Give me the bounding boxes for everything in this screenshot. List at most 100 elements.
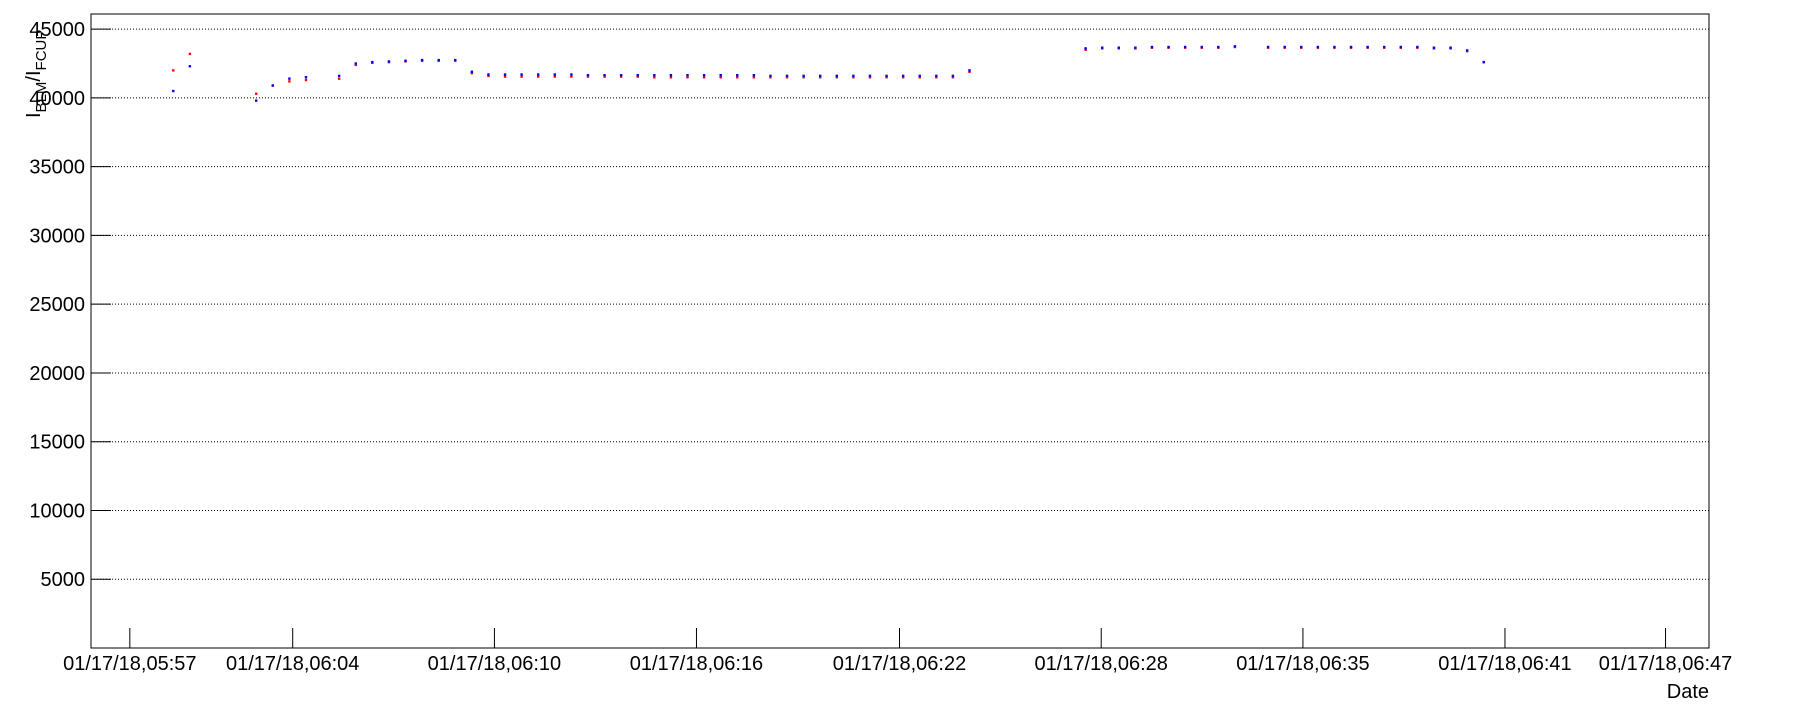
y-tick-label: 45000 — [29, 19, 85, 41]
data-point — [669, 76, 673, 79]
x-tick-label: 01/17/18,06:04 — [226, 653, 359, 675]
data-point — [1200, 45, 1203, 49]
plot-frame — [90, 13, 1710, 649]
data-point — [1134, 46, 1137, 49]
data-point — [835, 74, 838, 78]
data-point — [686, 73, 689, 77]
y-tick-label: 35000 — [29, 157, 85, 179]
data-point — [935, 76, 938, 79]
data-point — [1449, 46, 1452, 49]
data-point — [1266, 45, 1270, 49]
data-point — [868, 76, 872, 79]
data-point — [603, 75, 606, 78]
data-point — [769, 74, 772, 78]
x-tick-label: 01/17/18,05:57 — [63, 653, 196, 675]
data-point — [255, 92, 258, 95]
data-point — [487, 74, 490, 78]
x-tick-label: 01/17/18,06:35 — [1236, 653, 1369, 675]
data-point — [172, 89, 175, 93]
data-point — [1399, 45, 1402, 49]
data-point — [1416, 45, 1419, 49]
data-point — [404, 59, 407, 62]
y-axis-title-subscript: FCUP — [33, 30, 50, 71]
y-axis-title-part: I — [23, 112, 45, 118]
data-point — [1150, 45, 1154, 49]
data-point — [1084, 48, 1087, 51]
data-point — [1183, 45, 1187, 49]
data-point — [1482, 60, 1485, 64]
data-point — [752, 76, 756, 79]
data-point — [852, 74, 855, 78]
data-point — [901, 74, 905, 78]
data-point — [951, 76, 955, 79]
data-point — [736, 73, 739, 77]
data-point — [255, 99, 258, 102]
data-point — [586, 75, 590, 78]
data-point — [271, 84, 275, 87]
y-axis-title: IBLM/IFCUP — [23, 30, 50, 118]
data-point — [653, 73, 656, 77]
data-point — [686, 76, 689, 79]
data-point — [702, 76, 706, 79]
x-tick-label: 01/17/18,06:47 — [1599, 653, 1732, 675]
data-point — [819, 74, 822, 78]
data-point — [288, 77, 291, 80]
data-point — [885, 76, 888, 79]
data-point — [1383, 45, 1386, 49]
data-point — [337, 77, 341, 80]
data-point — [288, 80, 291, 83]
data-point — [470, 71, 474, 75]
data-point — [769, 76, 772, 79]
data-point — [1101, 46, 1104, 49]
data-point — [470, 70, 474, 73]
y-tick-label: 30000 — [29, 225, 85, 247]
y-tick-label: 5000 — [41, 569, 86, 591]
data-point — [852, 76, 855, 79]
data-point — [537, 75, 540, 78]
data-point — [868, 74, 872, 78]
data-point — [785, 74, 789, 78]
data-point — [188, 65, 192, 68]
data-point — [1117, 46, 1120, 49]
data-point — [387, 60, 391, 63]
data-point — [570, 75, 573, 78]
data-point — [636, 73, 639, 77]
data-point — [1333, 45, 1336, 49]
data-point — [487, 73, 490, 76]
data-point — [371, 60, 374, 64]
data-point — [1349, 45, 1353, 49]
data-point — [702, 73, 706, 77]
data-point — [785, 76, 789, 79]
x-tick-label: 01/17/18,06:16 — [630, 653, 763, 675]
data-point — [835, 76, 838, 79]
data-point — [537, 73, 540, 76]
data-point — [354, 63, 357, 67]
data-point — [1217, 45, 1220, 49]
data-point — [553, 75, 557, 78]
data-point — [1316, 45, 1320, 49]
y-tick-label: 10000 — [29, 500, 85, 522]
data-point — [172, 69, 175, 72]
x-tick-label: 01/17/18,06:22 — [833, 653, 966, 675]
data-point — [802, 76, 805, 79]
data-point — [188, 52, 192, 56]
data-point — [802, 74, 805, 78]
data-point — [586, 73, 590, 77]
data-point — [520, 73, 523, 76]
data-point — [1167, 45, 1170, 49]
y-tick-label: 25000 — [29, 294, 85, 316]
data-point — [437, 58, 440, 62]
data-point — [354, 62, 357, 65]
data-point — [736, 76, 739, 79]
data-point — [1084, 47, 1087, 50]
data-point — [669, 73, 673, 77]
data-point — [636, 75, 639, 78]
data-point — [553, 73, 557, 76]
data-point — [1283, 45, 1286, 49]
data-point — [951, 74, 955, 78]
data-point — [719, 76, 722, 79]
y-tick-label: 20000 — [29, 363, 85, 385]
x-tick-label: 01/17/18,06:10 — [428, 653, 561, 675]
